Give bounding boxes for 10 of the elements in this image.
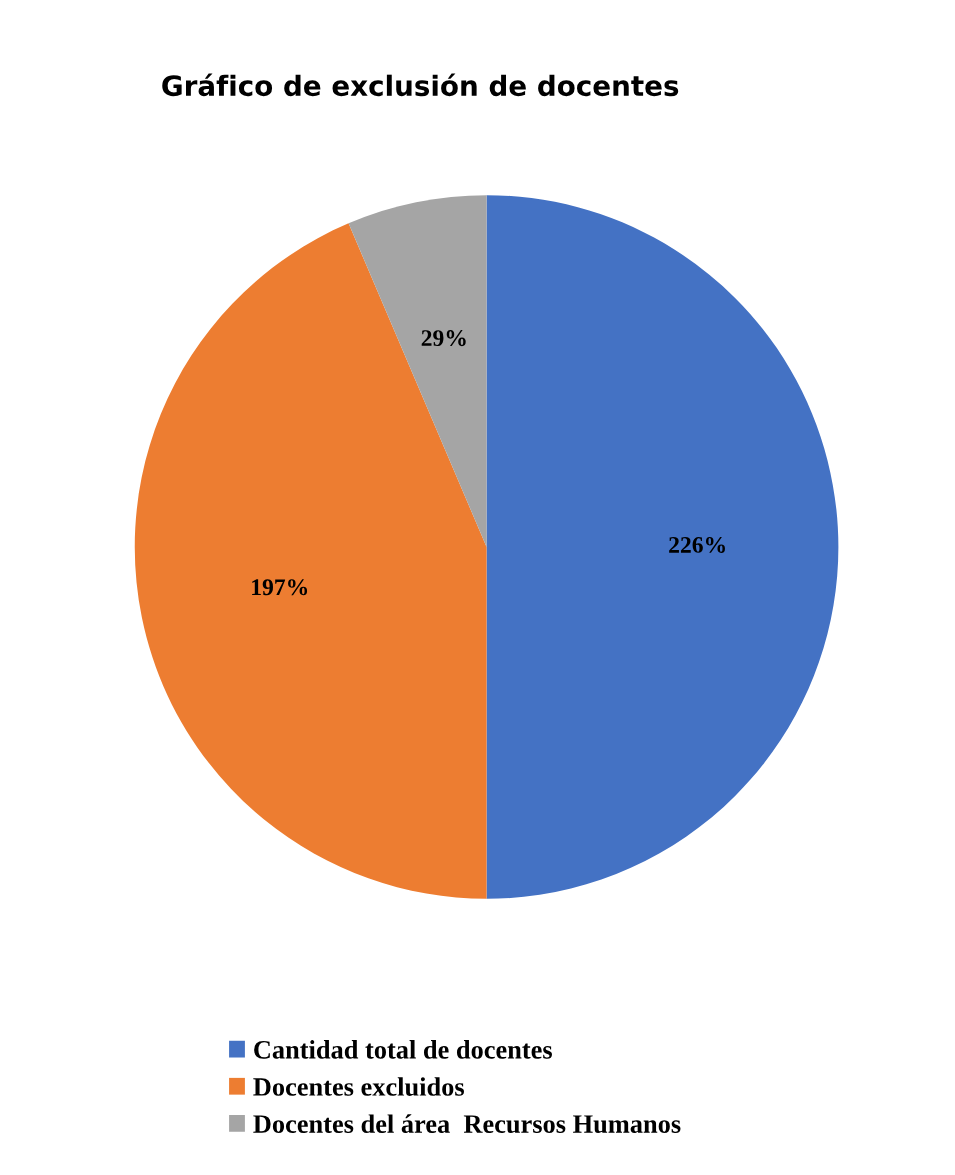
legend-label: Docentes del área Recursos Humanos: [253, 1114, 681, 1134]
data-label: 29%: [421, 330, 466, 347]
data-label: 197%: [252, 579, 308, 596]
legend-label: Cantidad total de docentes: [254, 1040, 552, 1059]
data-label: 226%: [669, 536, 725, 553]
pie-slice: [348, 195, 487, 547]
legend-label: Docentes excluidos: [253, 1077, 464, 1096]
pie-slice: [134, 223, 487, 899]
pie-slice: [486, 195, 839, 899]
chart-title: Gráfico de exclusión de docentes: [162, 73, 679, 97]
